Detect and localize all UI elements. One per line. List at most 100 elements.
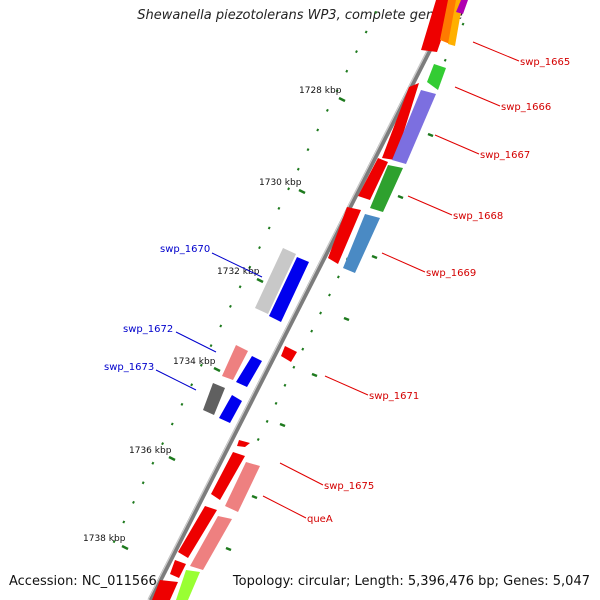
map-title: Shewanella piezotolerans WP3, complete g… — [137, 8, 463, 23]
gene-label-swp-1667: swp_1667 — [480, 150, 530, 161]
gene-label-queA: queA — [307, 514, 333, 525]
gene-block — [219, 395, 242, 423]
ruler-dot — [151, 461, 155, 465]
track-dot — [461, 22, 465, 26]
gene-block — [170, 560, 186, 578]
ruler-labels: 1728 kbp 1730 kbp 1732 kbp 1734 kbp 1736… — [83, 86, 342, 544]
ruler-dot — [364, 30, 368, 34]
gene-label-swp-1670: swp_1670 — [160, 244, 210, 255]
track-major-tick — [311, 372, 318, 378]
ruler-dot — [122, 520, 126, 524]
gene-block — [203, 383, 225, 415]
track-dot — [265, 419, 269, 423]
track-dot — [443, 58, 447, 62]
ruler-dot — [141, 481, 145, 485]
ruler-label: 1738 kbp — [83, 534, 126, 544]
ruler-major-tick — [213, 366, 221, 373]
gene-block — [152, 580, 178, 600]
gene-block — [222, 345, 248, 380]
gene-label-swp-1666: swp_1666 — [501, 102, 551, 113]
track-major-tick — [371, 254, 378, 260]
gene-block — [328, 207, 361, 264]
ruler-dot — [374, 10, 378, 14]
track-dot — [301, 347, 305, 351]
track-dot — [256, 437, 260, 442]
gene-block — [176, 570, 200, 600]
ruler-dot — [132, 500, 135, 504]
ruler-dot — [306, 148, 310, 152]
track-major-tick — [251, 494, 258, 500]
track-dot — [328, 293, 331, 297]
ruler-dot — [258, 246, 261, 250]
forward-genes — [152, 0, 468, 600]
ruler-major-tick — [121, 544, 129, 551]
gene-block — [236, 356, 262, 387]
track-dot — [283, 383, 287, 387]
ruler-label: 1736 kbp — [129, 446, 172, 456]
track-dot — [292, 365, 296, 369]
gene-labels: swp_1665 swp_1666 swp_1667 swp_1668 swp_… — [104, 57, 570, 525]
gene-label-swp-1669: swp_1669 — [426, 268, 476, 279]
ruler-dot — [267, 226, 271, 230]
ruler-dot — [180, 402, 184, 406]
ruler-label: 1734 kbp — [173, 357, 216, 367]
ruler-dot — [199, 363, 203, 367]
ruler-dot — [335, 89, 339, 93]
ruler-dot — [316, 128, 320, 132]
ruler-dot — [209, 344, 213, 348]
ruler-dot — [277, 206, 281, 210]
ruler-dot — [287, 187, 291, 191]
ruler-dot — [325, 108, 329, 112]
gene-block — [225, 462, 260, 512]
track-dot — [310, 329, 314, 333]
gene-label-swp-1668: swp_1668 — [453, 211, 503, 222]
topology-summary-text: Topology: circular; Length: 5,396,476 bp… — [232, 574, 590, 589]
gene-block — [440, 0, 458, 44]
gene-block — [382, 83, 419, 160]
gene-block — [269, 257, 309, 322]
track-major-tick — [343, 316, 350, 322]
gene-label-swp-1671: swp_1671 — [369, 391, 419, 402]
gene-block — [255, 248, 296, 314]
track-dot — [319, 311, 323, 315]
gene-block — [370, 165, 403, 212]
ruler-label: 1732 kbp — [217, 267, 260, 277]
ruler-dot — [219, 324, 223, 328]
gene-block — [211, 452, 245, 500]
ruler-dot — [296, 167, 300, 171]
gene-block — [392, 90, 436, 164]
ruler-dot — [355, 50, 358, 54]
gene-label-swp-1673: swp_1673 — [104, 362, 154, 373]
gene-block — [358, 158, 388, 200]
track-major-tick — [225, 546, 232, 552]
gene-block — [237, 440, 250, 447]
gene-label-swp-1675: swp_1675 — [324, 481, 374, 492]
ruler-dot — [170, 422, 174, 426]
accession-text: Accession: NC_011566 — [9, 574, 157, 589]
gene-block — [178, 506, 217, 558]
ruler-dot — [248, 265, 252, 269]
gene-block — [456, 0, 468, 14]
ruler-dot — [345, 69, 349, 73]
ruler-label: 1728 kbp — [299, 86, 342, 96]
track-dot — [274, 401, 278, 405]
ruler-major-tick — [338, 96, 346, 103]
ruler-dot — [190, 383, 194, 387]
track-major-tick — [279, 422, 286, 428]
ruler-major-tick — [256, 277, 264, 284]
gene-block — [427, 64, 446, 90]
ruler-dot — [229, 304, 232, 308]
gene-label-swp-1665: swp_1665 — [520, 57, 570, 68]
reverse-genes — [203, 248, 309, 423]
ruler-dot — [112, 540, 116, 544]
ruler-dot — [161, 442, 165, 446]
gene-label-swp-1672: swp_1672 — [123, 324, 173, 335]
track-major-tick — [427, 132, 434, 138]
gene-block — [343, 214, 380, 273]
ruler-major-tick — [168, 455, 176, 462]
gene-block — [190, 516, 232, 570]
ruler-dot — [238, 285, 242, 289]
ruler-ticks — [121, 96, 434, 552]
